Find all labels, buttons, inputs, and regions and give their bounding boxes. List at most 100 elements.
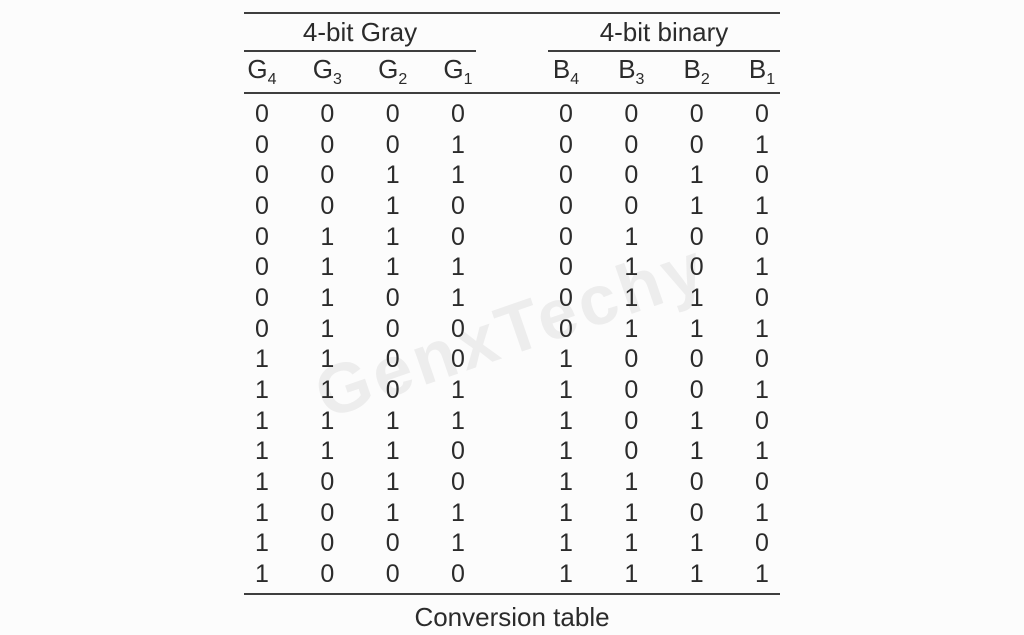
gray-bits: 0 1 1 1 [244,255,476,280]
bit-cell: 0 [689,130,704,159]
bit-cell: 1 [320,253,335,282]
conversion-table-figure: GenxTechy 4-bit Gray 4-bit binary G4 G3 … [244,12,780,633]
column-header-g3: G3 [309,56,345,88]
bit-cell: 0 [451,191,465,220]
bit-cell: 0 [320,560,335,589]
bit-cell: 0 [559,99,573,128]
gray-bits: 0 0 1 0 [244,191,476,220]
bit-cell: 1 [385,468,400,497]
binary-bits: 1 1 0 1 [548,498,780,527]
bit-cell: 1 [559,406,573,435]
bit-cell: 1 [320,314,335,343]
bit-cell: 0 [689,498,704,527]
bit-cell: 0 [255,99,269,128]
header-base: B [748,54,767,84]
bit-cell: 1 [559,376,573,405]
header-sub: 2 [700,71,710,88]
bit-cell: 0 [624,345,639,374]
gray-bits: 1 0 1 1 [244,498,476,527]
header-base: G [312,54,333,84]
table-row: 0 0 1 0 0 0 1 1 [244,191,780,222]
gray-bits: 0 1 1 0 [244,222,476,251]
bit-cell: 1 [559,560,573,589]
bit-cell: 0 [624,191,639,220]
header-base: B [552,54,571,84]
column-header-b2: B2 [679,56,715,88]
binary-bits: 0 1 0 1 [548,255,780,280]
gray-bits: 0 0 0 1 [244,130,476,159]
bit-cell: 1 [255,468,269,497]
bit-cell: 1 [320,283,335,312]
binary-bits: 1 1 0 0 [548,470,780,495]
bit-cell: 1 [624,283,639,312]
bit-cell: 0 [559,191,573,220]
bit-cell: 0 [689,345,704,374]
table-row: 0 0 0 1 0 0 0 1 [244,130,780,161]
gray-bits: 1 0 0 1 [244,531,476,556]
gray-column-headers: G4 G3 G2 G1 [244,56,476,88]
bit-cell: 0 [755,222,769,251]
gray-bits: 0 1 0 0 [244,314,476,343]
header-sub: 2 [398,71,408,88]
bit-cell: 0 [689,99,704,128]
bit-cell: 1 [451,529,465,558]
gray-bits: 1 0 1 0 [244,470,476,495]
bit-cell: 1 [320,406,335,435]
bit-cell: 1 [755,498,769,527]
bit-cell: 1 [559,437,573,466]
bit-cell: 0 [320,191,335,220]
bit-cell: 1 [451,253,465,282]
gray-bits: 1 1 1 1 [244,406,476,435]
bottom-rule [244,593,780,595]
gray-bits: 0 0 1 1 [244,163,476,188]
bit-cell: 1 [559,529,573,558]
bit-cell: 1 [559,345,573,374]
table-row: 1 0 1 0 1 1 0 0 [244,467,780,498]
bit-cell: 0 [559,222,573,251]
bit-cell: 1 [559,498,573,527]
bit-cell: 0 [451,314,465,343]
bit-cell: 0 [559,314,573,343]
binary-bits: 0 1 1 0 [548,283,780,312]
bit-cell: 0 [320,498,335,527]
bit-cell: 0 [559,283,573,312]
bit-cell: 0 [624,130,639,159]
bit-cell: 0 [559,161,573,190]
bit-cell: 0 [689,376,704,405]
bit-cell: 1 [255,498,269,527]
bit-cell: 0 [385,283,400,312]
table-content: 4-bit Gray 4-bit binary G4 G3 G2 G1 B4 B… [244,12,780,633]
bit-cell: 1 [451,406,465,435]
bit-cell: 0 [624,406,639,435]
header-sub: 4 [570,71,580,88]
bit-cell: 0 [689,222,704,251]
bit-cell: 1 [624,529,639,558]
bit-cell: 1 [624,560,639,589]
gray-bits: 1 1 0 1 [244,378,476,403]
bit-cell: 0 [255,161,269,190]
bit-cell: 0 [451,560,465,589]
table-row: 0 1 0 1 0 1 1 0 [244,283,780,314]
bit-cell: 1 [624,498,639,527]
gray-bits: 1 1 1 0 [244,439,476,464]
bit-cell: 0 [385,529,400,558]
bit-cell: 0 [255,314,269,343]
bit-cell: 0 [255,130,269,159]
bit-cell: 1 [385,253,400,282]
bit-cell: 1 [385,222,400,251]
bit-cell: 1 [559,468,573,497]
column-header-g2: G2 [375,56,411,88]
bit-cell: 0 [451,222,465,251]
binary-bits: 0 0 0 1 [548,130,780,159]
bit-cell: 0 [385,314,400,343]
binary-bits: 1 0 0 0 [548,347,780,372]
binary-bits: 1 1 1 1 [548,562,780,587]
header-sub: 1 [463,71,473,88]
top-rule [244,12,780,14]
bit-cell: 0 [255,253,269,282]
table-row: 1 1 0 0 1 0 0 0 [244,345,780,376]
bit-cell: 0 [755,161,769,190]
bit-cell: 0 [255,222,269,251]
header-sub: 3 [635,71,645,88]
